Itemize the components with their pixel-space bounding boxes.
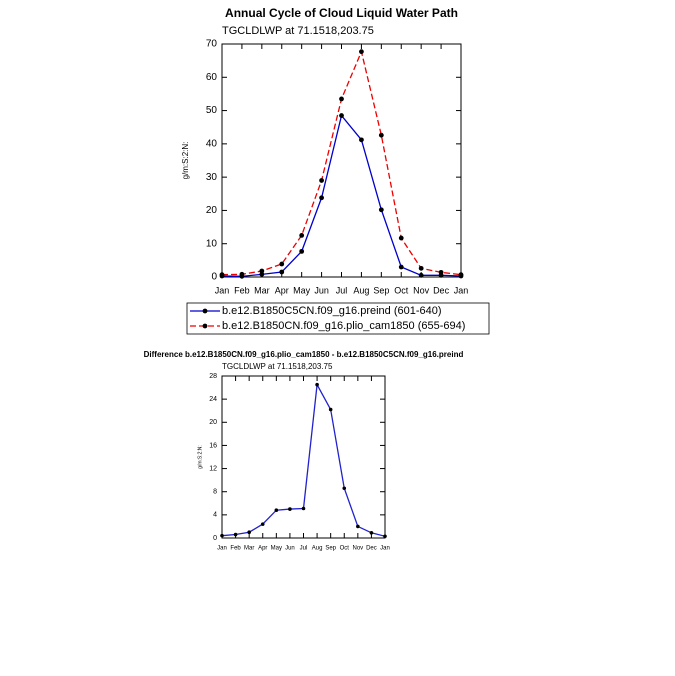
- x-tick-label: Aug: [353, 285, 369, 295]
- x-tick-label: Apr: [258, 546, 267, 552]
- legend-label: b.e12.B1850CN.f09_g16.plio_cam1850 (655-…: [222, 320, 465, 332]
- chart-title: Annual Cycle of Cloud Liquid Water Path: [225, 6, 458, 20]
- data-point: [383, 534, 387, 539]
- x-tick-label: Aug: [312, 546, 323, 552]
- data-point: [288, 507, 292, 511]
- series-line: [221, 382, 386, 537]
- chart-title: Difference b.e12.B1850CN.f09_g16.plio_ca…: [144, 350, 464, 359]
- data-point: [299, 248, 305, 254]
- data-point: [339, 113, 344, 118]
- y-tick-label: 40: [206, 138, 218, 149]
- x-tick-label: Jul: [336, 285, 348, 295]
- chart-subtitle: TGCLDLWP at 71.1518,203.75: [222, 25, 374, 37]
- data-point: [319, 195, 324, 201]
- y-axis-label: g/m:S:2:N:: [181, 142, 190, 180]
- x-tick-label: Jun: [285, 546, 295, 552]
- plot-frame: [221, 375, 386, 539]
- legend-marker: [202, 308, 208, 314]
- data-point: [378, 132, 384, 138]
- y-axis-label: g/m:S:2:N:: [197, 445, 203, 469]
- x-tick-label: Oct: [340, 546, 350, 552]
- x-tick-label: Mar: [244, 546, 254, 552]
- y-tick-label: 60: [206, 72, 218, 83]
- data-point: [279, 261, 285, 267]
- x-tick-label: Nov: [352, 546, 363, 552]
- y-tick-label: 70: [206, 39, 218, 50]
- y-tick-label: 12: [209, 465, 217, 472]
- data-point: [260, 522, 265, 526]
- data-point: [359, 137, 364, 143]
- x-tick-label: Sep: [373, 285, 389, 295]
- legend-marker: [202, 323, 208, 329]
- y-tick-label: 16: [209, 442, 217, 449]
- x-tick-label: Mar: [254, 285, 270, 295]
- x-tick-label: Apr: [275, 285, 289, 295]
- data-point: [369, 530, 374, 535]
- y-tick-label: 10: [206, 238, 218, 249]
- data-point: [279, 269, 285, 275]
- data-point: [274, 508, 279, 513]
- data-point: [356, 524, 360, 529]
- x-tick-label: May: [293, 285, 311, 295]
- data-point: [259, 271, 265, 277]
- data-point: [342, 486, 347, 491]
- x-tick-label: Sep: [325, 546, 336, 552]
- x-tick-label: Dec: [366, 546, 377, 552]
- y-tick-label: 50: [206, 105, 218, 116]
- y-tick-label: 20: [209, 419, 217, 426]
- data-point: [438, 269, 444, 275]
- y-tick-label: 4: [213, 512, 217, 519]
- legend-box: [186, 302, 490, 335]
- x-tick-label: Jul: [300, 546, 308, 552]
- data-point: [418, 265, 424, 271]
- x-tick-label: Dec: [433, 285, 450, 295]
- x-tick-label: Nov: [413, 285, 430, 295]
- data-point: [398, 264, 404, 270]
- x-tick-label: Jan: [217, 546, 227, 552]
- plot-frame: [221, 43, 462, 278]
- y-tick-label: 20: [206, 205, 218, 216]
- x-tick-label: Jun: [314, 285, 329, 295]
- chart-subtitle: TGCLDLWP at 71.1518,203.75: [222, 362, 333, 371]
- legend-label: b.e12.B1850C5CN.f09_g16.preind (601-640): [222, 305, 442, 317]
- data-point: [418, 272, 424, 278]
- data-point: [319, 178, 324, 183]
- data-point: [301, 506, 306, 511]
- x-tick-label: Feb: [234, 285, 250, 295]
- data-point: [247, 530, 251, 535]
- data-point: [458, 272, 464, 278]
- data-point: [398, 235, 404, 241]
- x-tick-label: Jan: [215, 285, 230, 295]
- data-point: [233, 532, 238, 537]
- y-tick-label: 28: [209, 373, 217, 380]
- data-point: [378, 207, 384, 213]
- data-point: [339, 96, 344, 102]
- data-point: [259, 268, 265, 274]
- data-point: [299, 232, 305, 238]
- x-tick-label: May: [271, 546, 282, 552]
- data-point: [315, 382, 319, 387]
- series-line: [221, 114, 462, 277]
- series-line: [221, 49, 462, 276]
- x-tick-label: Jan: [380, 546, 390, 552]
- x-tick-label: Feb: [230, 546, 241, 552]
- data-point: [219, 272, 225, 278]
- x-tick-label: Oct: [394, 285, 409, 295]
- data-point: [239, 271, 245, 277]
- data-point: [359, 49, 364, 55]
- y-tick-label: 8: [213, 489, 217, 496]
- y-tick-label: 0: [213, 535, 217, 542]
- data-point: [220, 533, 224, 538]
- data-point: [328, 407, 333, 412]
- y-tick-label: 30: [206, 172, 218, 183]
- x-tick-label: Jan: [454, 285, 469, 295]
- y-tick-label: 24: [209, 396, 217, 403]
- y-tick-label: 0: [211, 272, 217, 283]
